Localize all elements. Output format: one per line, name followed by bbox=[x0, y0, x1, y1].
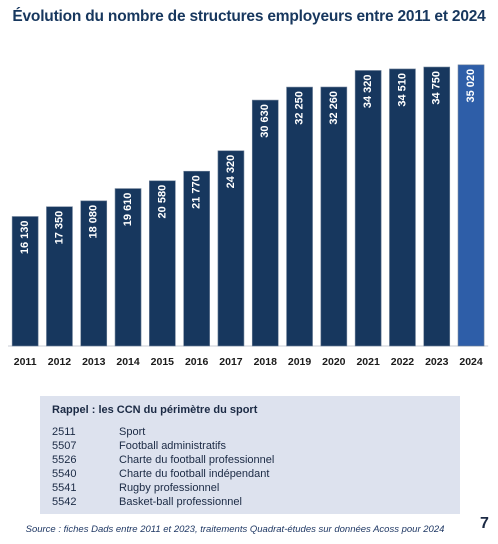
data-label-2023: 34 750 bbox=[431, 71, 443, 105]
legend-label: Charte du football indépendant bbox=[119, 468, 270, 480]
data-label-2020: 32 260 bbox=[328, 91, 340, 125]
legend-row: 5542 Basket-ball professionnel bbox=[52, 496, 242, 508]
legend-code: 5540 bbox=[52, 468, 77, 480]
source-note: Source : fiches Dads entre 2011 et 2023,… bbox=[25, 524, 445, 535]
data-label-2011: 16 130 bbox=[19, 221, 31, 255]
x-tick-label-2022: 2022 bbox=[391, 356, 415, 368]
page-number: 7 bbox=[480, 515, 489, 532]
data-label-2024: 35 020 bbox=[465, 69, 477, 103]
ccn-legend-box: Rappel : les CCN du périmètre du sport 2… bbox=[40, 396, 460, 514]
data-label-2015: 20 580 bbox=[156, 185, 168, 219]
x-tick-label-2018: 2018 bbox=[254, 356, 278, 368]
x-tick-label-2015: 2015 bbox=[151, 356, 175, 368]
legend-row: 5541 Rugby professionnel bbox=[52, 482, 219, 494]
bar-2013 bbox=[80, 200, 108, 347]
bar-2018 bbox=[251, 99, 279, 347]
x-tick-label-2012: 2012 bbox=[48, 356, 72, 368]
x-tick-label-2011: 2011 bbox=[14, 356, 37, 368]
bar-2012 bbox=[46, 206, 73, 347]
legend-label: Basket-ball professionnel bbox=[119, 496, 242, 508]
legend-row: 5507 Football administratifs bbox=[52, 440, 226, 452]
x-tick-label-2017: 2017 bbox=[219, 356, 243, 368]
legend-code: 5541 bbox=[52, 482, 77, 494]
bar-2024 bbox=[457, 64, 485, 347]
bar-chart: 16 130 2011 17 350 2012 18 080 2013 19 610 2014… bbox=[8, 64, 489, 368]
x-tick-label-2019: 2019 bbox=[288, 356, 312, 368]
legend-code: 2511 bbox=[52, 426, 76, 438]
x-tick-label-2016: 2016 bbox=[185, 356, 209, 368]
x-tick-label-2013: 2013 bbox=[82, 356, 106, 368]
bar-2015 bbox=[149, 180, 176, 347]
data-label-2014: 19 610 bbox=[122, 193, 134, 227]
x-tick-label-2021: 2021 bbox=[356, 356, 380, 368]
bar-2016 bbox=[183, 170, 210, 347]
data-label-2016: 21 770 bbox=[191, 175, 203, 209]
bar-2011 bbox=[11, 216, 39, 347]
bar-2021 bbox=[354, 70, 382, 347]
x-tick-label-2014: 2014 bbox=[116, 356, 140, 368]
x-tick-label-2023: 2023 bbox=[425, 356, 449, 368]
chart-title: Évolution du nombre de structures employ… bbox=[12, 8, 486, 25]
legend-code: 5526 bbox=[52, 454, 77, 466]
bar-2022 bbox=[389, 68, 416, 347]
bar-2019 bbox=[286, 86, 313, 347]
legend-row: 5540 Charte du football indépendant bbox=[52, 468, 269, 480]
legend-code: 5507 bbox=[52, 440, 77, 452]
x-tick-label-2020: 2020 bbox=[322, 356, 346, 368]
data-label-2012: 17 350 bbox=[53, 211, 65, 245]
legend-label: Charte du football professionnel bbox=[119, 454, 275, 466]
x-tick-label-2024: 2024 bbox=[459, 356, 483, 368]
legend-row: 5526 Charte du football professionnel bbox=[52, 454, 274, 466]
bar-2014 bbox=[114, 188, 142, 347]
legend-code: 5542 bbox=[52, 496, 77, 508]
data-label-2021: 34 320 bbox=[362, 74, 374, 108]
bar-2020 bbox=[320, 86, 348, 347]
legend-label: Football administratifs bbox=[119, 440, 226, 452]
legend-label: Sport bbox=[119, 426, 146, 438]
data-label-2017: 24 320 bbox=[225, 155, 237, 189]
legend-row: 2511 Sport bbox=[52, 426, 145, 438]
data-label-2013: 18 080 bbox=[88, 205, 100, 239]
data-label-2022: 34 510 bbox=[396, 73, 408, 107]
legend-label: Rugby professionnel bbox=[119, 482, 220, 494]
legend-title: Rappel : les CCN du périmètre du sport bbox=[52, 404, 258, 416]
bar-2017 bbox=[217, 150, 245, 347]
data-label-2019: 32 250 bbox=[294, 91, 306, 125]
data-label-2018: 30 630 bbox=[259, 104, 271, 138]
bar-2023 bbox=[423, 66, 451, 347]
